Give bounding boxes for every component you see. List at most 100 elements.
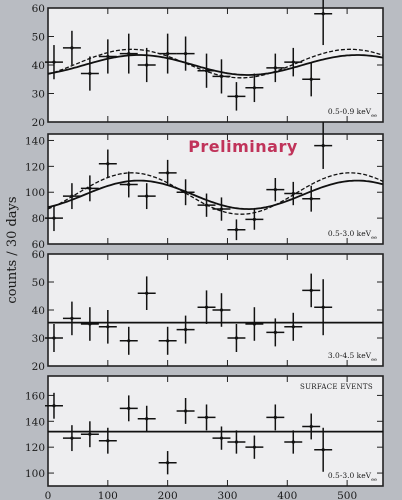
- y-tick-label: 160: [25, 390, 45, 402]
- data-marker: [204, 69, 209, 73]
- data-point: [245, 307, 264, 341]
- plot-frame: [47, 7, 384, 123]
- y-tick-label: 30: [32, 333, 45, 345]
- data-marker: [145, 194, 149, 198]
- data-point: [137, 276, 156, 310]
- data-marker: [252, 322, 256, 326]
- energy-unit-subscript: ee: [371, 357, 377, 363]
- data-marker: [145, 63, 149, 67]
- y-tick-label: 140: [25, 416, 45, 428]
- data-point: [176, 179, 195, 206]
- data-marker: [166, 461, 170, 465]
- data-marker: [70, 436, 74, 440]
- data-marker: [321, 12, 325, 16]
- data-marker: [52, 336, 56, 340]
- data-point: [45, 205, 63, 232]
- data-point: [62, 301, 81, 336]
- data-point: [227, 430, 246, 454]
- data-point: [119, 33, 138, 74]
- data-marker: [219, 436, 224, 440]
- data-marker: [88, 322, 92, 326]
- data-point: [158, 326, 177, 355]
- data-point: [176, 398, 195, 424]
- data-marker: [88, 71, 92, 76]
- data-marker: [183, 328, 188, 332]
- data-point: [197, 193, 216, 217]
- data-point: [176, 36, 195, 71]
- data-point: [137, 405, 156, 432]
- data-marker: [309, 77, 313, 81]
- data-marker: [291, 325, 295, 329]
- data-marker: [183, 409, 188, 413]
- data-marker: [321, 305, 325, 309]
- data-point: [266, 404, 285, 431]
- y-axis-title: counts / 30 days: [5, 196, 20, 303]
- data-marker: [234, 336, 239, 340]
- data-marker: [234, 440, 239, 444]
- data-marker: [309, 424, 313, 429]
- x-tick-label: 100: [98, 490, 118, 500]
- data-point: [197, 53, 216, 88]
- data-marker: [145, 291, 149, 295]
- energy-unit-subscript: ee: [371, 113, 377, 119]
- data-point: [266, 53, 285, 83]
- plot-frame: [47, 133, 384, 245]
- y-tick-label: 50: [32, 32, 45, 44]
- y-tick-label: 40: [32, 305, 45, 317]
- data-point: [80, 56, 99, 91]
- y-tick-label: 120: [25, 442, 45, 454]
- data-point: [302, 273, 321, 308]
- data-marker: [127, 182, 131, 187]
- data-point: [80, 175, 99, 202]
- data-point: [45, 324, 63, 352]
- data-marker: [204, 415, 209, 420]
- data-point: [119, 326, 138, 355]
- y-tick-label: 20: [32, 117, 45, 129]
- model-curve-solid: [47, 179, 384, 211]
- data-marker: [273, 415, 277, 420]
- data-point: [284, 181, 303, 206]
- data-point: [314, 279, 333, 336]
- data-point: [197, 404, 216, 431]
- y-tick-label: 120: [25, 161, 45, 173]
- data-point: [314, 122, 333, 169]
- data-point: [212, 426, 231, 450]
- data-marker: [145, 417, 149, 421]
- data-marker: [309, 288, 313, 292]
- data-point: [212, 197, 231, 221]
- data-point: [80, 421, 99, 448]
- data-marker: [291, 191, 295, 196]
- data-point: [98, 310, 117, 344]
- data-point: [158, 451, 177, 475]
- model-curve-dashed: [47, 48, 384, 79]
- y-tick-label: 60: [32, 3, 45, 15]
- y-tick-label: 50: [32, 277, 45, 289]
- data-marker: [106, 54, 110, 59]
- data-marker: [219, 308, 224, 312]
- x-tick-label: 0: [45, 490, 52, 500]
- data-point: [80, 307, 99, 341]
- data-marker: [273, 66, 277, 70]
- data-point: [245, 209, 264, 230]
- y-tick-label: 100: [25, 468, 45, 480]
- data-marker: [204, 203, 209, 207]
- data-point: [227, 82, 246, 111]
- data-point: [137, 183, 156, 210]
- data-marker: [234, 228, 239, 232]
- data-marker: [106, 325, 110, 329]
- data-marker: [166, 52, 170, 56]
- data-point: [176, 315, 195, 344]
- data-point: [158, 33, 177, 74]
- data-point: [245, 435, 264, 459]
- data-marker: [70, 316, 74, 320]
- data-point: [62, 425, 81, 452]
- data-marker: [321, 144, 325, 148]
- data-point: [302, 413, 321, 440]
- y-tick-label: 20: [32, 361, 45, 373]
- data-marker: [127, 339, 131, 343]
- data-marker: [70, 46, 74, 50]
- data-marker: [166, 171, 170, 175]
